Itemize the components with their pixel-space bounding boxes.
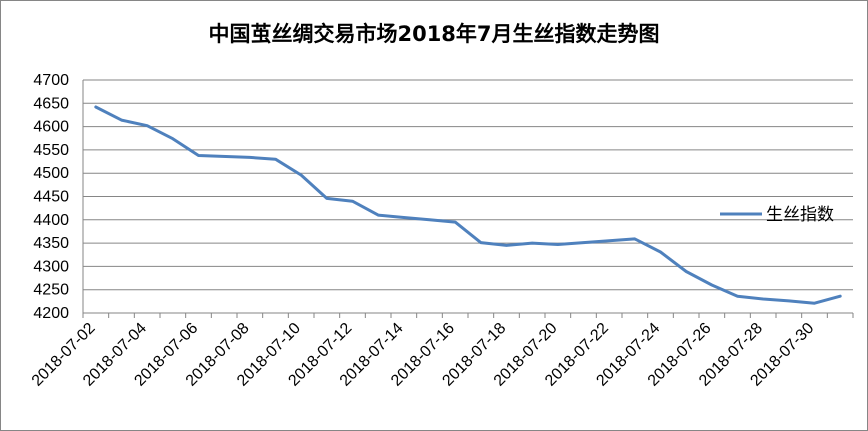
data-point <box>736 295 739 298</box>
legend-label: 生丝指数 <box>766 205 834 225</box>
y-tick-label: 4500 <box>33 165 69 182</box>
data-point <box>325 197 329 200</box>
data-point <box>684 270 688 273</box>
data-point <box>145 124 149 127</box>
data-point <box>659 250 662 254</box>
data-point <box>633 237 637 241</box>
data-point <box>376 213 380 217</box>
y-tick-label: 4400 <box>33 212 69 229</box>
data-point <box>761 297 765 301</box>
data-point <box>607 239 611 242</box>
y-tick-label: 4200 <box>33 305 69 322</box>
y-tick-label: 4250 <box>33 282 69 299</box>
y-tick-label: 4700 <box>33 72 69 89</box>
data-point <box>351 199 354 203</box>
y-tick-label: 4650 <box>33 95 69 112</box>
data-point <box>813 302 816 305</box>
data-point <box>505 244 508 247</box>
y-tick-label: 4450 <box>33 189 69 206</box>
data-point <box>453 220 457 224</box>
y-tick-label: 4300 <box>33 258 69 275</box>
data-point <box>787 299 791 303</box>
data-point <box>530 241 534 245</box>
data-point <box>582 241 585 244</box>
data-point <box>120 118 123 122</box>
data-point <box>838 295 842 298</box>
series-line <box>94 105 842 305</box>
data-point <box>556 243 560 246</box>
data-point <box>428 218 431 221</box>
y-tick-label: 4600 <box>33 119 69 136</box>
data-point <box>171 137 175 140</box>
data-point <box>94 105 98 109</box>
data-point <box>299 173 303 177</box>
chart-title: 中国茧丝绸交易市场2018年7月生丝指数走势图 <box>208 22 660 46</box>
y-tick-label: 4550 <box>33 142 69 159</box>
data-point <box>274 158 277 161</box>
data-point <box>402 216 406 219</box>
data-point <box>479 241 483 244</box>
data-point <box>710 283 714 287</box>
data-point <box>248 156 252 159</box>
data-point <box>197 154 200 157</box>
y-tick-label: 4350 <box>33 235 69 252</box>
